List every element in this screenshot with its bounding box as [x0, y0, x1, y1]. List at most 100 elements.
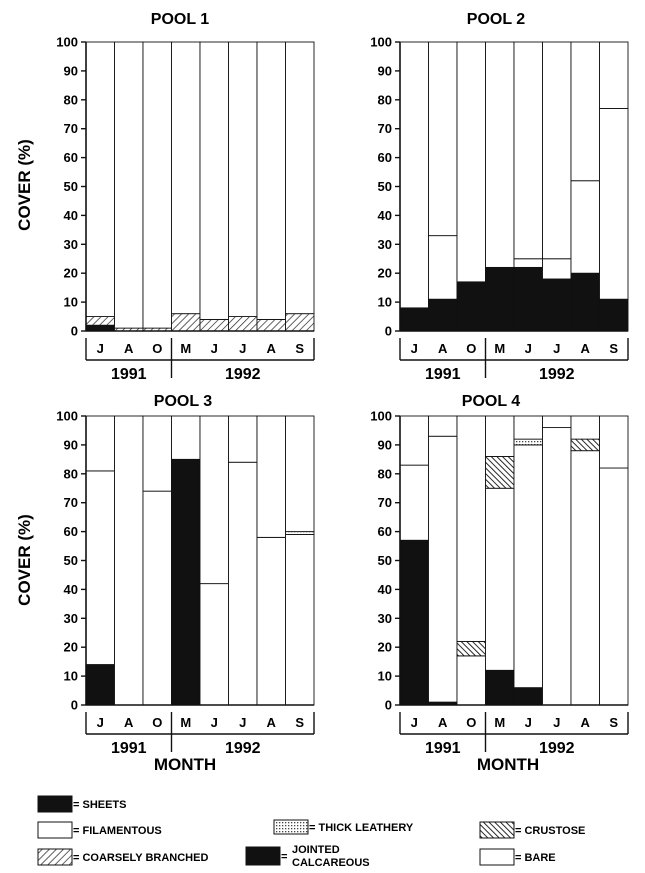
legend-swatch-crustose	[479, 821, 515, 839]
bar-segment	[85, 415, 115, 472]
bar-segment	[599, 298, 629, 332]
x-tick-label: A	[124, 715, 134, 730]
x-tick-label: S	[295, 341, 304, 356]
y-tick-label: 40	[64, 208, 78, 223]
legend-label-jointed-calcareous-line-1: JOINTED	[292, 844, 340, 856]
x-tick-label: M	[180, 341, 191, 356]
y-tick-label: 10	[64, 295, 78, 310]
y-tick-label: 10	[378, 669, 392, 684]
bar-segment	[171, 458, 201, 706]
y-tick-label: 70	[378, 495, 392, 510]
legend-label-bare: = BARE	[515, 852, 556, 864]
y-tick-label: 90	[64, 437, 78, 452]
y-tick-label: 70	[64, 121, 78, 136]
bar-stack	[428, 41, 458, 332]
y-tick-label: 90	[64, 63, 78, 78]
y-tick-label: 50	[64, 553, 78, 568]
bar-segment	[228, 41, 258, 317]
panel-title-pool-2: POOL 2	[467, 11, 525, 28]
bar-segment	[85, 41, 115, 317]
bar-stack	[199, 41, 229, 332]
bar-segment	[228, 316, 258, 332]
bar-segment	[199, 583, 229, 706]
bar-segment	[599, 415, 629, 469]
y-tick-label: 0	[71, 324, 78, 339]
legend-label-jointed-calcareous-line-2: CALCAREOUS	[292, 857, 370, 869]
bar-stack	[228, 415, 258, 706]
bar-segment	[485, 41, 515, 268]
bar-stack	[513, 41, 543, 332]
bar-stack	[85, 415, 115, 706]
legend-label-jointed-calcareous: JOINTED CALCAREOUS	[292, 844, 370, 869]
bar-segment	[428, 435, 458, 703]
bar-segment	[171, 415, 201, 460]
x-tick-label: A	[438, 715, 448, 730]
legend-label-sheets: = SHEETS	[73, 799, 127, 811]
bar-segment	[513, 438, 543, 446]
x-tick-label: J	[97, 715, 104, 730]
legend-item-jointed-calcareous: = JOINTED CALCAREOUS	[245, 844, 370, 869]
y-tick-label: 60	[64, 524, 78, 539]
bar-segment	[85, 324, 115, 332]
bar-segment	[285, 41, 315, 315]
bar-segment	[542, 278, 572, 332]
year-label-1991: 1991	[425, 740, 461, 757]
bar-segment	[114, 41, 144, 329]
x-tick-label: A	[267, 715, 277, 730]
x-tick-label: J	[239, 715, 246, 730]
bar-segment	[542, 415, 572, 429]
x-tick-label: A	[267, 341, 277, 356]
bar-segment	[428, 298, 458, 332]
legend-item-sheets: = SHEETS	[37, 795, 127, 813]
y-tick-label: 20	[378, 266, 392, 281]
panel-pool-3: 0 10 20 30 40 50 60 70 80 90 100 J A O M J J A S 1991 1992	[56, 409, 315, 757]
y-tick-label: 90	[378, 437, 392, 452]
panel-pool-1: 0 10 20 30 40 50 60 70 80 90 100 J A O M J J A S 1991 1992	[56, 35, 315, 383]
bar-segment	[428, 41, 458, 237]
y-tick-label: 30	[64, 611, 78, 626]
bar-segment	[485, 266, 515, 332]
bar-stack	[542, 415, 572, 706]
legend-label-crustose: = CRUSTOSE	[515, 825, 585, 837]
year-label-1992: 1992	[539, 366, 575, 383]
bar-stack	[114, 41, 144, 332]
bar-segment	[513, 415, 543, 440]
bar-segment	[485, 669, 515, 706]
y-tick-label: 70	[64, 495, 78, 510]
panel-pool-2: 0 10 20 30 40 50 60 70 80 90 100 J A O M J J A S 1991 1992	[370, 35, 629, 383]
bar-segment	[285, 534, 315, 706]
bar-segment	[570, 450, 600, 706]
bar-stack	[570, 415, 600, 706]
y-tick-label: 20	[64, 266, 78, 281]
bar-segment	[199, 41, 229, 320]
x-tick-label: J	[525, 341, 532, 356]
y-tick-label: 90	[378, 63, 392, 78]
x-tick-label: J	[553, 341, 560, 356]
bar-stack	[171, 41, 201, 332]
bar-stack	[570, 41, 600, 332]
bar-stack	[399, 415, 429, 706]
x-tick-label: J	[553, 715, 560, 730]
y-tick-label: 70	[378, 121, 392, 136]
legend-swatch-coarsely-branched	[37, 848, 73, 866]
bar-segment	[542, 41, 572, 260]
x-axis-label-left: MONTH	[154, 755, 216, 774]
y-tick-label: 40	[378, 582, 392, 597]
year-label-1992: 1992	[225, 740, 261, 757]
bar-segment	[542, 427, 572, 706]
bar-segment	[513, 687, 543, 706]
bar-stack	[85, 41, 115, 332]
bar-stack	[599, 41, 629, 332]
y-tick-label: 0	[385, 324, 392, 339]
bar-segment	[570, 272, 600, 332]
bar-segment	[399, 41, 429, 309]
y-axis-label-top: COVER (%)	[15, 139, 34, 231]
y-tick-label: 60	[378, 524, 392, 539]
bar-segment	[428, 235, 458, 300]
bar-segment	[513, 444, 543, 689]
bar-segment	[428, 415, 458, 437]
x-tick-label: A	[581, 341, 591, 356]
x-tick-label: J	[411, 715, 418, 730]
bar-stack	[428, 415, 458, 706]
